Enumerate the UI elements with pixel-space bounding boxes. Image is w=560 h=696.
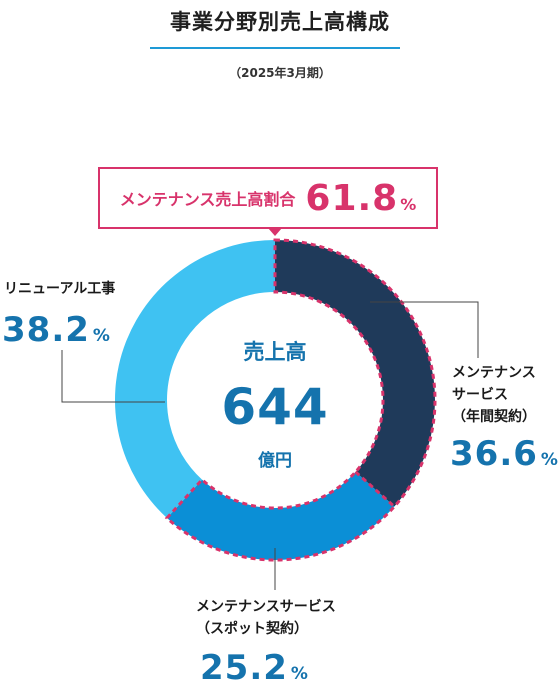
segment-value-unit: % [290, 664, 309, 684]
segment-label-line: リニューアル工事 [4, 281, 116, 297]
maintenance-ratio-label: メンテナンス売上高割合 [119, 190, 296, 209]
maintenance-ratio-figure: 61.8% [305, 178, 416, 219]
segment-value-renewal: 38.2% [2, 310, 111, 350]
maintenance-highlight-outline [164, 238, 437, 562]
chart-title: 事業分野別売上高構成 [170, 10, 390, 34]
segment-label-line: メンテナンス [452, 365, 536, 381]
segment-label-line: メンテナンスサービス [196, 599, 336, 615]
segment-label-renewal: リニューアル工事 [4, 278, 115, 300]
segment-label-line: サービス [452, 387, 508, 403]
donut-slice-maintenance-annual [275, 240, 435, 507]
title-underline [150, 47, 400, 49]
maintenance-ratio-callout: メンテナンス売上高割合 61.8% [98, 167, 438, 229]
segment-label-line: （年間契約） [452, 409, 536, 425]
segment-label-maintenance-annual: メンテナンス サービス （年間契約） [452, 362, 536, 428]
maintenance-ratio-unit: % [400, 194, 417, 214]
callout-pointer [268, 228, 282, 236]
segment-value-maintenance-spot: 25.2% [200, 648, 309, 688]
center-total-unit: 億円 [258, 451, 292, 471]
donut-slice-maintenance-spot [166, 471, 395, 560]
segment-value-number: 38.2 [2, 310, 90, 350]
chart-subtitle: （2025年3月期） [229, 66, 331, 80]
segment-value-number: 25.2 [200, 648, 288, 688]
segment-label-maintenance-spot: メンテナンスサービス （スポット契約） [196, 596, 336, 640]
maintenance-ratio-value: 61.8 [305, 177, 399, 219]
segment-label-line: （スポット契約） [196, 621, 308, 637]
center-total-label: 売上高 [243, 340, 307, 364]
segment-value-unit: % [92, 326, 111, 346]
donut-slice-renewal [115, 240, 275, 519]
segment-value-maintenance-annual: 36.6% [450, 434, 559, 474]
center-total-value: 644 [221, 378, 329, 436]
segment-value-unit: % [540, 450, 559, 470]
leader-line-maintenance-annual [370, 301, 479, 358]
segment-value-number: 36.6 [450, 434, 538, 474]
leader-line-renewal [61, 350, 165, 403]
